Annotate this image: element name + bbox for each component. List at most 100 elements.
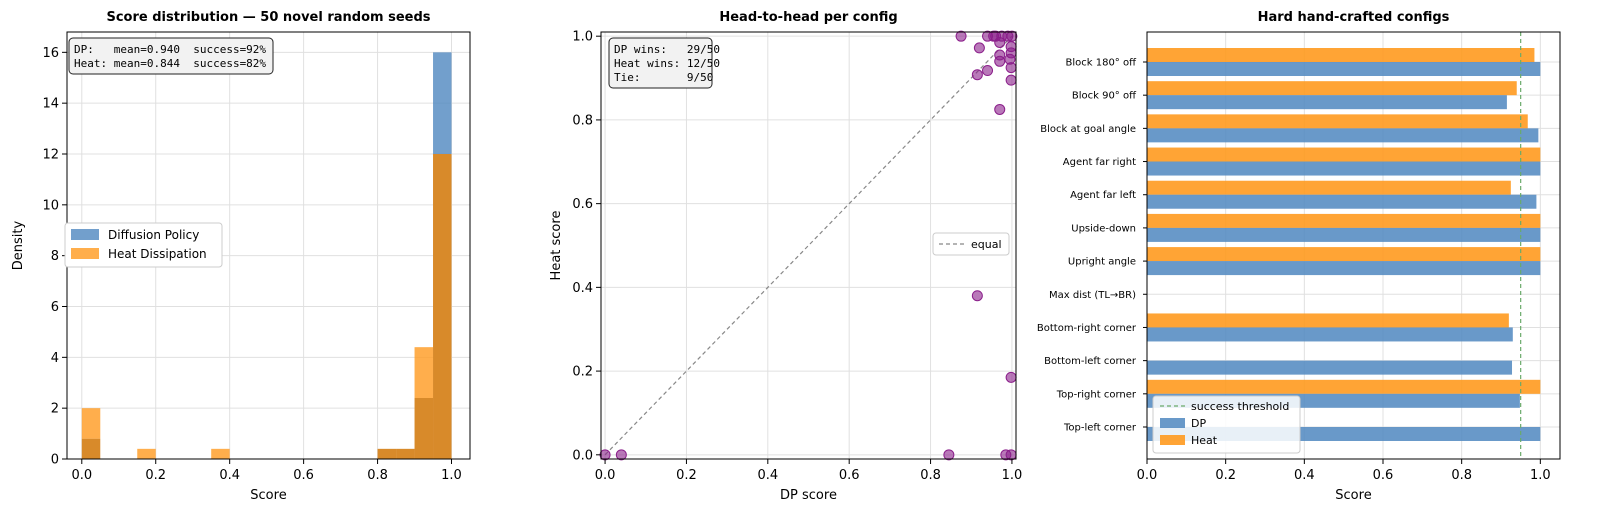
y-tick-label: 4: [51, 351, 59, 366]
scatter-point: [1005, 74, 1017, 86]
x-tick-label: 1.0: [1002, 468, 1023, 483]
legend-swatch-dp: [1160, 418, 1185, 428]
scatter-point: [1005, 371, 1017, 383]
bar-dp: [1147, 128, 1539, 143]
y-tick-label: 12: [42, 148, 59, 163]
axes-frame-2: [600, 31, 1017, 460]
x-tick-label: 0.0: [1137, 468, 1158, 483]
y-tick-label: Block 180° off: [1066, 58, 1138, 69]
chart-panel-3: Block 180° off Block 90° off Block at goal…: [1037, 10, 1561, 503]
scatter-point: [1006, 30, 1018, 42]
info-line: DP: mean=0.940 success=92%: [74, 43, 266, 56]
y-tick-label: 0.6: [572, 197, 593, 212]
x-tick-label: 1.0: [1530, 468, 1551, 483]
chart-title: Score distribution — 50 novel random see…: [106, 10, 430, 25]
legend-swatch-heat: [71, 248, 99, 259]
bar-heat: [1147, 81, 1517, 96]
bar-heat: [1147, 379, 1541, 394]
x-tick-label: 1.0: [441, 468, 462, 483]
bar-heat: [1147, 213, 1541, 228]
chart-panel-2: 0.0 0.2 0.4 0.6 0.8 1.0 0.0 0.2 0.4 0.6 0.8 1.0 Head…: [549, 10, 1022, 503]
scatter-point: [971, 290, 983, 302]
y-axis-label: Heat score: [549, 211, 564, 281]
legend-swatch-heat: [1160, 435, 1185, 445]
legend: success threshold DP Heat: [1152, 395, 1301, 454]
scatter-point: [943, 449, 955, 461]
y-tick-label: 0.0: [572, 448, 593, 463]
info-line: Tie: 9/50: [614, 71, 713, 84]
x-tick-label: 0.6: [293, 468, 314, 483]
legend-label-dp: Diffusion Policy: [108, 228, 199, 242]
y-tick-label: 16: [42, 46, 59, 61]
legend-label-dp: DP: [1191, 417, 1206, 430]
histogram-bar-overlap: [81, 438, 101, 459]
bar-heat: [1147, 147, 1541, 162]
legend-box: [64, 222, 223, 268]
scatter-point: [982, 65, 994, 77]
y-tick-label: Upside-down: [1071, 223, 1136, 234]
y-tick-label: 0.8: [572, 113, 593, 128]
chart-title: Head-to-head per config: [719, 10, 897, 25]
bar-heat: [1147, 313, 1509, 328]
bar-heat: [1147, 180, 1511, 195]
y-tick-label: 2: [51, 402, 59, 417]
bar-dp: [1147, 62, 1541, 76]
y-tick-label: Top-right corner: [1056, 389, 1137, 400]
y-tick-label: Agent far right: [1063, 157, 1136, 168]
scatter-point: [973, 42, 985, 54]
bar-heat: [1147, 48, 1535, 62]
histogram-bar-heat: [414, 347, 434, 398]
info-line: DP wins: 29/50: [614, 43, 720, 56]
scatter-point: [971, 69, 983, 81]
y-axis-label: Density: [11, 220, 26, 270]
histogram-bar-heat: [81, 408, 101, 439]
y-tick-label: 0.4: [572, 281, 593, 296]
x-tick-label: 0.8: [367, 468, 388, 483]
bar-dp: [1147, 161, 1541, 176]
x-tick-label: 0.8: [1451, 468, 1472, 483]
scatter-point: [1005, 41, 1017, 53]
x-tick-label: 0.4: [757, 468, 778, 483]
x-tick-label: 0.4: [1294, 468, 1315, 483]
y-tick-label: 6: [51, 300, 59, 315]
x-tick-label: 0.4: [219, 468, 240, 483]
info-line: Heat wins: 12/50: [614, 57, 720, 70]
legend-box: [1152, 395, 1301, 454]
y-tick-label: Max dist (TL→BR): [1049, 290, 1136, 301]
x-tick-label: 0.0: [71, 468, 92, 483]
chart-panel-1: 0.0 0.2 0.4 0.6 0.8 1.0 0 2 4 6 8 10 12 14 16 Score dis…: [11, 10, 471, 503]
legend: Diffusion Policy Heat Dissipation: [64, 222, 223, 268]
histogram-bar-overlap: [396, 448, 415, 459]
y-tick-label: Block 90° off: [1072, 91, 1137, 102]
bar-dp: [1147, 194, 1537, 209]
chart-title: Hard hand-crafted configs: [1258, 10, 1450, 25]
x-tick-label: 0.2: [145, 468, 166, 483]
y-tick-label: 0.2: [572, 365, 593, 380]
x-axis-label: Score: [250, 488, 286, 503]
y-tick-label: 14: [42, 97, 59, 112]
x-tick-label: 0.6: [839, 468, 860, 483]
x-axis-label: DP score: [780, 488, 837, 503]
histogram-bar-overlap: [377, 448, 397, 459]
y-tick-label: Block at goal angle: [1040, 124, 1136, 135]
y-tick-label: Agent far left: [1070, 190, 1136, 201]
y-tick-label: Upright angle: [1068, 257, 1136, 268]
bar-dp: [1147, 327, 1513, 342]
y-tick-label: Bottom-right corner: [1037, 323, 1137, 334]
histogram-bar-dp: [433, 52, 452, 155]
scatter-point: [599, 449, 611, 461]
legend-box: [932, 232, 1010, 256]
y-tick-label: Bottom-left corner: [1044, 356, 1137, 367]
scatter-point: [994, 103, 1006, 115]
y-tick-label: Top-left corner: [1063, 423, 1137, 434]
histogram-bar-heat: [211, 448, 230, 459]
bar-dp: [1147, 95, 1507, 110]
y-tick-label: 0: [51, 453, 59, 468]
info-box: [68, 37, 274, 75]
x-tick-label: 0.2: [1215, 468, 1236, 483]
bar-heat: [1147, 114, 1528, 129]
legend: equal: [932, 232, 1010, 256]
bar-dp: [1147, 261, 1541, 276]
scatter-point: [955, 30, 967, 42]
